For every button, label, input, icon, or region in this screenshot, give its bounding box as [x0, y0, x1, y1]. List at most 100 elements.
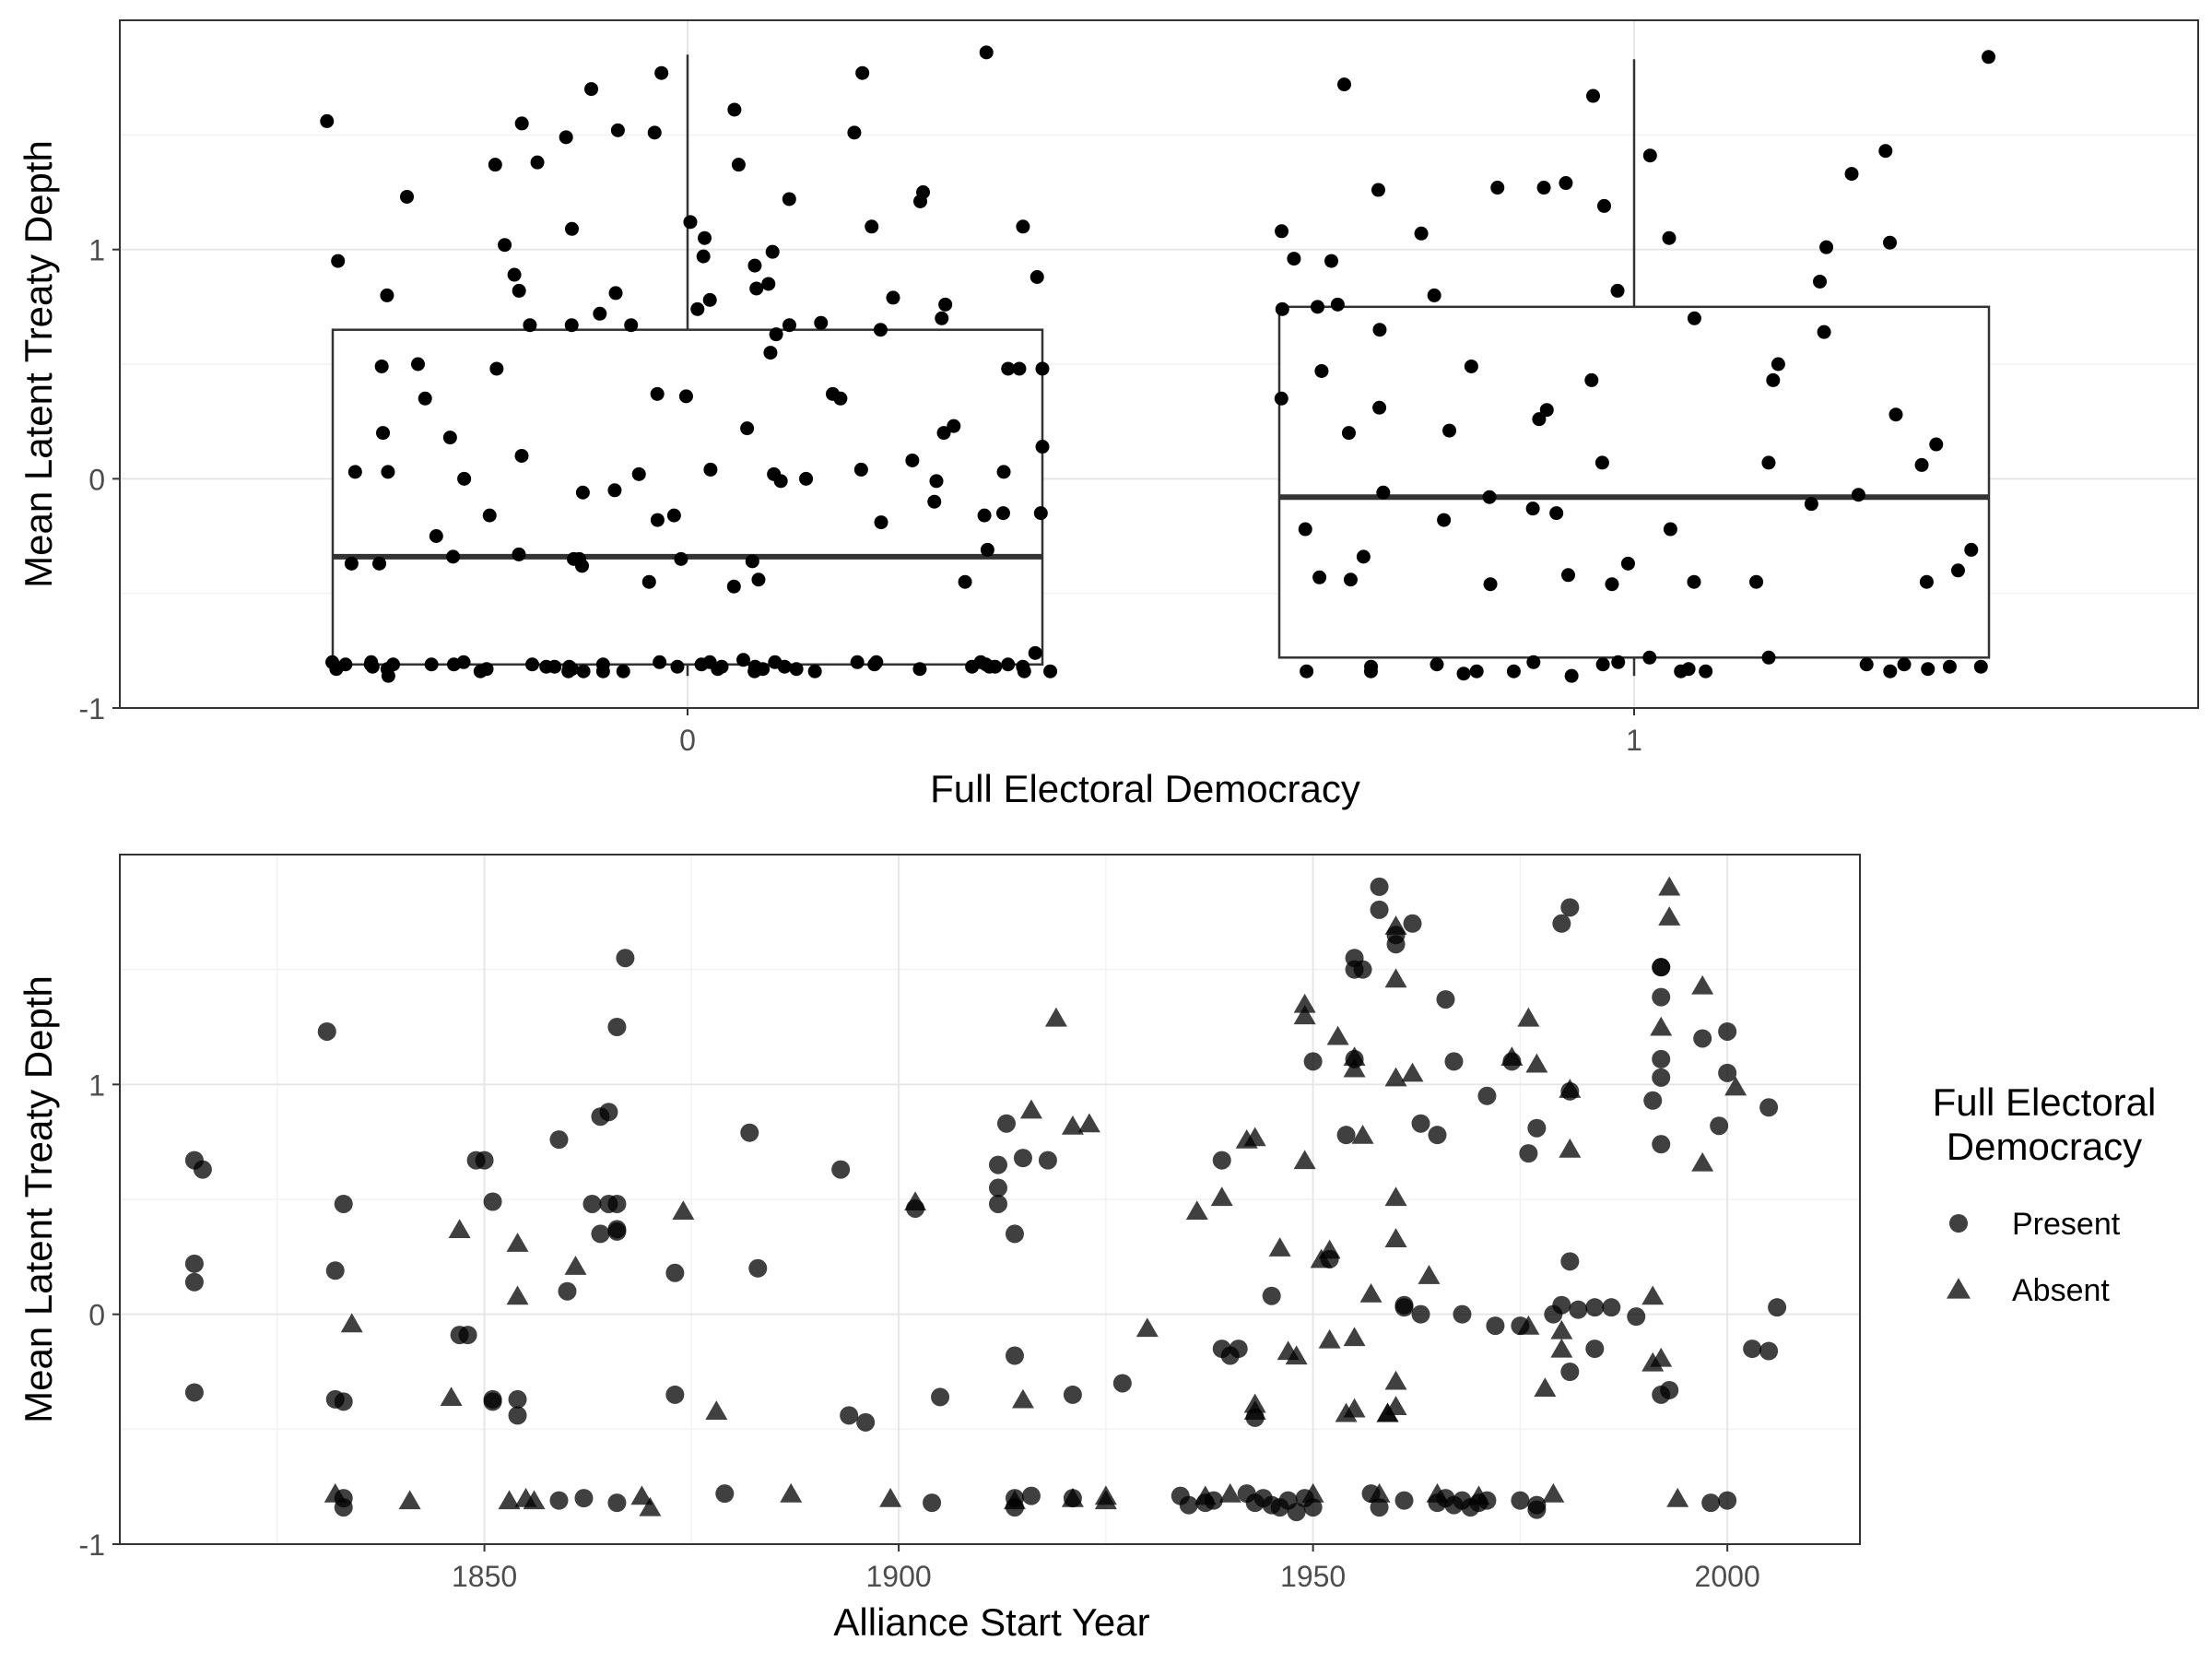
scatter-point-absent: [1061, 1487, 1084, 1507]
scatter-point-absent: [506, 1285, 529, 1305]
scatter-point-absent: [1243, 1400, 1266, 1420]
boxplot-point: [1642, 148, 1657, 163]
scatter-point-present: [1710, 1116, 1729, 1136]
scatter-point-present: [665, 1263, 685, 1282]
scatter-point-present: [1212, 1151, 1231, 1170]
boxplot-point: [1766, 372, 1781, 387]
scatter-point-present: [1552, 1295, 1571, 1315]
scatter-point-absent: [780, 1482, 803, 1503]
scatter-point-present: [1394, 1298, 1414, 1317]
boxplot-point: [641, 574, 656, 589]
boxplot-point: [1914, 457, 1929, 472]
boxplot-point: [1012, 361, 1027, 376]
boxplot-y-ticks: -1 0 1: [79, 234, 120, 726]
boxplot-point: [1844, 167, 1859, 182]
boxplot-point: [874, 515, 888, 530]
scatter-point-absent: [1384, 1228, 1407, 1247]
boxplot-x-tick-label: 1: [1626, 724, 1642, 757]
legend-title-line-1: Full Electoral: [1933, 1080, 2157, 1124]
scatter-point-present: [988, 1178, 1007, 1198]
scatter-point-absent: [1384, 1186, 1407, 1207]
boxplot-point: [912, 662, 927, 677]
boxplot-point: [1442, 423, 1457, 438]
boxplot-y-tick-label: 0: [88, 463, 105, 496]
scatter-point-present: [988, 1194, 1007, 1213]
scatter-point-absent: [1293, 1150, 1316, 1170]
boxplot-point: [1312, 570, 1327, 584]
boxplot-point: [826, 386, 841, 401]
boxplot-point: [1506, 664, 1521, 679]
boxplot-point: [767, 466, 782, 481]
scatter-y-axis-label: Mean Latent Treaty Depth: [17, 975, 60, 1423]
scatter-point-present: [1262, 1286, 1281, 1305]
boxplot-point: [1341, 426, 1356, 441]
boxplot-point: [564, 221, 579, 236]
boxplot-point: [1973, 659, 1988, 674]
scatter-point-present: [1743, 1339, 1762, 1359]
boxplot-point: [1016, 659, 1030, 674]
boxplot-point: [1035, 440, 1050, 454]
scatter-point-present: [591, 1224, 610, 1244]
scatter-point-present: [1005, 1346, 1024, 1365]
boxplot-point: [1620, 556, 1635, 571]
scatter-point-absent: [1384, 915, 1407, 935]
scatter-point-absent: [1542, 1482, 1565, 1503]
scatter-point-absent: [1359, 1283, 1382, 1303]
scatter-point-present: [1403, 914, 1422, 933]
boxplot-point: [726, 579, 741, 594]
boxplot-point: [1605, 577, 1619, 592]
scatter-point-absent: [639, 1496, 662, 1516]
scatter-x-tick-label: 1850: [452, 1560, 517, 1593]
boxplot-point: [347, 465, 362, 479]
boxplot-point: [482, 508, 497, 523]
boxplot-point: [768, 655, 782, 669]
boxplot-point: [913, 194, 928, 208]
scatter-point-absent: [705, 1400, 728, 1420]
boxplot-point: [1539, 403, 1554, 418]
boxplot-point: [1274, 391, 1288, 406]
boxplot-point: [1883, 664, 1898, 679]
boxplot-point: [1897, 657, 1912, 672]
boxplot-point: [488, 158, 502, 172]
boxplot-point: [703, 462, 718, 477]
boxplot-point: [320, 113, 335, 128]
boxplot-point: [740, 421, 755, 436]
scatter-point-absent: [1724, 1076, 1747, 1096]
boxplot-point: [1030, 270, 1044, 285]
scatter-point-absent: [1318, 1239, 1341, 1259]
scatter-point-present: [923, 1493, 942, 1513]
scatter-point-present: [1759, 1341, 1779, 1361]
boxplot-point: [1532, 412, 1547, 427]
boxplot-point: [1561, 568, 1576, 583]
boxplot-point: [1372, 400, 1387, 415]
scatter-point-absent: [1285, 1345, 1308, 1365]
scatter-point-absent: [1343, 1327, 1366, 1347]
scatter-point-present: [1511, 1491, 1530, 1510]
boxplot-point: [576, 664, 591, 679]
scatter-point-absent: [1666, 1487, 1689, 1507]
scatter-point-absent: [506, 1233, 529, 1252]
boxplot-point: [650, 513, 665, 527]
scatter-point-present: [317, 1021, 336, 1041]
boxplot-point: [674, 551, 688, 566]
boxplot-x-axis-label: Full Electoral Democracy: [930, 767, 1360, 810]
boxplot-point: [1536, 181, 1551, 195]
boxplot-point: [927, 494, 942, 509]
boxplot-point: [696, 249, 711, 264]
boxplot-point: [1663, 522, 1677, 537]
boxplot-point: [782, 192, 796, 207]
scatter-point-absent: [1500, 1046, 1524, 1066]
boxplot-points: [320, 45, 1996, 683]
scatter-point-absent: [1318, 1328, 1341, 1349]
scatter-x-tick-label: 2000: [1695, 1560, 1760, 1593]
scatter-point-present: [1759, 1098, 1779, 1117]
boxplot-point: [1287, 252, 1301, 266]
scatter-point-present: [1652, 1049, 1671, 1068]
boxplot-point: [1819, 240, 1834, 254]
legend-label: Present: [2012, 1207, 2121, 1242]
scatter-point-absent: [1185, 1200, 1208, 1221]
boxplot-point: [1687, 574, 1701, 589]
boxplot-point: [958, 574, 972, 589]
